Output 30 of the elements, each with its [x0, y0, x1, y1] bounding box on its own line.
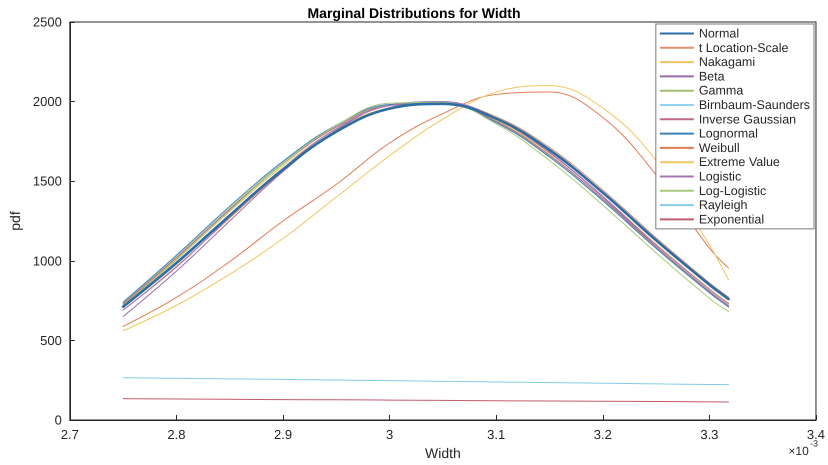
y-tick-label: 0	[54, 412, 62, 428]
legend-label: Weibull	[698, 140, 740, 155]
y-tick-label: 1500	[32, 174, 62, 189]
x-tick-label: 3.2	[594, 427, 612, 442]
x-tick-label: 2.8	[167, 427, 186, 442]
y-axis-title: pdf	[7, 211, 23, 231]
legend-label: Nakagami	[698, 55, 756, 70]
x-tick-label: 2.7	[60, 427, 79, 442]
legend-label: Inverse Gaussian	[698, 112, 796, 126]
legend-label: Log-Logistic	[698, 184, 766, 198]
y-tick-label: 500	[40, 332, 62, 348]
x-tick-label: 3.3	[700, 427, 718, 442]
legend-label: t Location-Scale	[698, 40, 789, 55]
y-tick-label: 1000	[32, 253, 62, 268]
legend-label: Gamma	[698, 84, 744, 98]
x-tick-label: 3	[386, 427, 394, 442]
legend-label: Exponential	[698, 212, 764, 226]
legend-label: Extreme Value	[698, 155, 780, 170]
legend-label: Rayleigh	[698, 198, 748, 212]
legend-label: Normal	[698, 26, 740, 40]
legend-label: Logistic	[698, 170, 742, 184]
legend-label: Beta	[698, 69, 725, 84]
y-tick-label: 2500	[32, 14, 62, 30]
chart-title: Marginal Distributions for Width	[308, 5, 520, 21]
legend-label: Lognormal	[698, 126, 758, 141]
x-tick-label: 2.9	[274, 427, 292, 442]
y-tick-label: 2000	[32, 94, 62, 110]
legend-label: Birnbaum-Saunders	[698, 98, 810, 112]
x-tick-label: 3.1	[487, 427, 506, 442]
x-axis-title: Width	[424, 444, 461, 461]
